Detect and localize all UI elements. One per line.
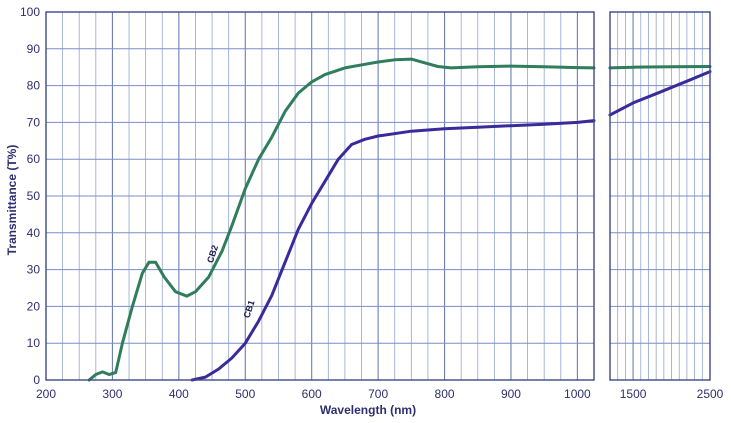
plot-frame: [609, 11, 711, 381]
y-tick-label: 40: [27, 226, 41, 240]
x-tick-label: 300: [102, 387, 122, 401]
x-tick-label: 1000: [564, 387, 591, 401]
y-tick-label: 70: [27, 115, 41, 129]
y-axis-title: Transmittance (T%): [5, 145, 19, 256]
tick-labels: 200 300 400 500 600 700 800 900 1000 1500 2500 0 10 2…: [20, 5, 724, 401]
x-tick-label: 700: [368, 387, 388, 401]
curves: [87, 57, 712, 382]
x-tick-label: 1500: [620, 387, 647, 401]
series-line-cb1: [608, 70, 712, 117]
y-tick-label: 80: [27, 79, 41, 93]
x-tick-label: 200: [36, 387, 56, 401]
plot-frame: [45, 11, 595, 381]
y-tick-label: 90: [27, 42, 41, 56]
grid: [46, 12, 710, 380]
y-tick-label: 100: [20, 5, 40, 19]
series-line-cb2: [87, 57, 596, 382]
series-line-cb1: [190, 119, 596, 382]
x-tick-label: 600: [302, 387, 322, 401]
y-tick-label: 30: [27, 263, 41, 277]
y-tick-label: 20: [27, 299, 41, 313]
x-axis-title: Wavelength (nm): [320, 403, 416, 417]
x-tick-label: 400: [169, 387, 189, 401]
x-tick-label: 900: [501, 387, 521, 401]
series-label-cb1: CB1: [242, 299, 257, 319]
y-tick-label: 60: [27, 152, 41, 166]
series-line-cb2: [608, 65, 712, 70]
y-tick-label: 50: [27, 189, 41, 203]
x-tick-label: 500: [235, 387, 255, 401]
x-tick-label: 800: [435, 387, 455, 401]
y-tick-label: 0: [33, 373, 40, 387]
y-tick-label: 10: [27, 336, 41, 350]
plot-frames: [45, 11, 711, 381]
x-tick-label: 2500: [697, 387, 724, 401]
